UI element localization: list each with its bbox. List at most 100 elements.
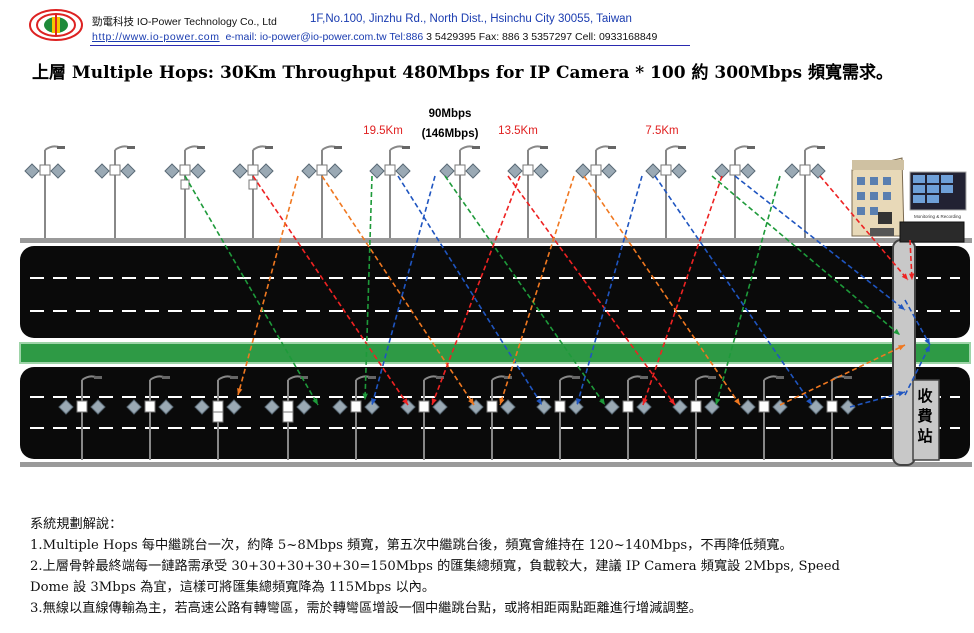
lamp xyxy=(608,146,616,149)
wireless-link xyxy=(904,344,931,396)
wireless-link xyxy=(499,175,575,406)
note-2: 2.上層骨幹最終端每一鏈路需承受 30+30+30+30+30=150Mbps … xyxy=(30,559,840,574)
antenna xyxy=(439,163,455,179)
wireless-link xyxy=(909,239,913,281)
antenna xyxy=(226,399,242,415)
link-arrowhead xyxy=(924,345,930,352)
company-logo xyxy=(29,9,83,41)
lamp xyxy=(265,146,273,149)
wireless-link xyxy=(779,344,906,406)
wireless-link xyxy=(431,175,521,406)
lamp xyxy=(197,146,205,149)
median-strip xyxy=(19,342,971,364)
antenna xyxy=(301,163,317,179)
wireless-link xyxy=(184,175,319,406)
antenna xyxy=(810,163,826,179)
radio-unit xyxy=(384,164,396,176)
antenna xyxy=(120,163,136,179)
wireless-link xyxy=(734,175,906,311)
radio-unit xyxy=(76,400,88,413)
radio-unit xyxy=(144,400,156,413)
radio-unit xyxy=(454,164,466,176)
distance-label-1: 19.5Km xyxy=(363,125,403,137)
radio-unit xyxy=(247,164,259,176)
wireless-link xyxy=(819,175,909,281)
radio-unit xyxy=(729,164,741,176)
link-arrowhead xyxy=(362,393,368,400)
wireless-link xyxy=(849,391,906,408)
lamp xyxy=(334,146,342,149)
radio-unit xyxy=(350,400,362,413)
link-arrowhead xyxy=(468,398,474,405)
lamp xyxy=(844,376,852,379)
radio-unit xyxy=(486,400,498,413)
antenna xyxy=(90,399,106,415)
toll-station-sign xyxy=(912,379,940,461)
radio-unit xyxy=(179,164,191,176)
link-arrowhead xyxy=(734,398,740,405)
antenna xyxy=(94,163,110,179)
wireless-links xyxy=(184,175,931,408)
antenna xyxy=(190,163,206,179)
antenna xyxy=(465,163,481,179)
link-arrowhead xyxy=(893,328,900,335)
antenna xyxy=(740,163,756,179)
building-caption: Monitoring & Recording xyxy=(914,214,962,219)
wireless-link xyxy=(904,299,931,346)
wireless-link xyxy=(642,175,723,406)
lamp xyxy=(678,146,686,149)
link-arrowhead xyxy=(924,338,930,345)
header-divider xyxy=(90,45,690,46)
highway xyxy=(19,238,972,467)
antenna xyxy=(432,399,448,415)
antenna xyxy=(840,399,856,415)
lamp xyxy=(127,146,135,149)
radio-unit xyxy=(39,164,51,176)
antenna xyxy=(126,399,142,415)
radio-unit xyxy=(418,400,430,413)
radio-unit xyxy=(282,400,294,413)
wireless-link xyxy=(321,175,475,406)
top-relay-poles xyxy=(24,145,826,240)
toll-station-label: 收費站 xyxy=(917,387,933,445)
wireless-link xyxy=(654,175,813,406)
antenna xyxy=(327,163,343,179)
email-text: e-mail: io-power@io-power.com.tw Tel:886 xyxy=(225,31,424,43)
link-arrowhead xyxy=(642,398,648,405)
lamp xyxy=(300,376,308,379)
antenna xyxy=(58,399,74,415)
antenna xyxy=(671,163,687,179)
wireless-link xyxy=(237,175,299,396)
radio-unit xyxy=(554,400,566,413)
wireless-link xyxy=(397,175,543,406)
antenna xyxy=(164,163,180,179)
radio-unit xyxy=(622,400,634,413)
bandwidth-label-2: (146Mbps) xyxy=(422,128,479,140)
antenna xyxy=(194,399,210,415)
wireless-link xyxy=(444,175,606,406)
wireless-link xyxy=(252,175,409,406)
website-link[interactable]: http://www.io-power.com xyxy=(92,31,220,43)
camera-unit xyxy=(180,179,190,190)
antenna xyxy=(258,163,274,179)
link-arrowhead xyxy=(599,398,605,405)
monitoring-building: Monitoring & Recording xyxy=(851,157,967,243)
antenna xyxy=(296,399,312,415)
antenna xyxy=(264,399,280,415)
bottom-relay-poles xyxy=(58,375,856,460)
wireless-link xyxy=(507,175,676,406)
lamp xyxy=(57,146,65,149)
antenna xyxy=(364,399,380,415)
link-arrowhead xyxy=(312,398,318,405)
antenna xyxy=(601,163,617,179)
company-address: 1F,No.100, Jinzhu Rd., North Dist., Hsin… xyxy=(310,13,632,25)
antenna xyxy=(575,163,591,179)
antenna xyxy=(533,163,549,179)
antenna xyxy=(369,163,385,179)
wireless-link xyxy=(711,175,901,336)
link-arrowhead xyxy=(901,273,908,280)
link-arrowhead xyxy=(908,273,915,280)
notes-heading: 系統規劃解說： xyxy=(30,517,123,532)
radio-unit xyxy=(660,164,672,176)
link-arrowhead xyxy=(898,345,905,351)
